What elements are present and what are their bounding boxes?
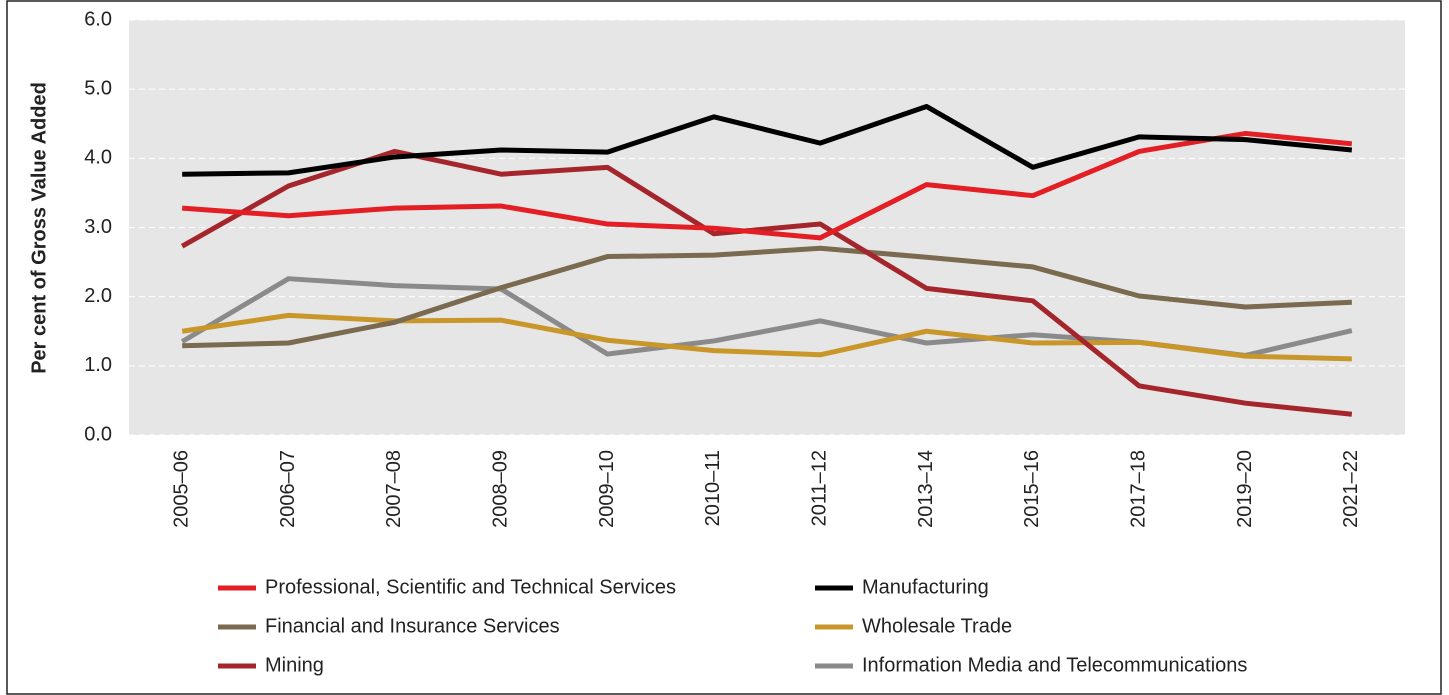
- y-tick-label: 1.0: [84, 354, 112, 376]
- legend-label: Mining: [265, 654, 324, 676]
- legend-label: Professional, Scientific and Technical S…: [265, 576, 676, 598]
- legend-label: Financial and Insurance Services: [265, 615, 560, 637]
- legend-label: Manufacturing: [862, 576, 989, 598]
- series-line: [181, 312, 1352, 362]
- y-tick-label: 4.0: [84, 147, 112, 169]
- x-tick-label: 2006–07: [277, 450, 299, 528]
- x-tick-label: 2021–22: [1340, 450, 1362, 528]
- series-line: [181, 130, 1353, 241]
- x-tick-label: 2013–14: [915, 450, 937, 528]
- y-tick-label: 3.0: [84, 216, 112, 238]
- y-tick-label: 0.0: [84, 423, 112, 445]
- y-tick-label: 2.0: [84, 285, 112, 307]
- y-tick-label: 6.0: [84, 8, 112, 30]
- y-axis-label: Per cent of Gross Value Added: [28, 82, 50, 374]
- x-tick-label: 2007–08: [383, 450, 405, 528]
- x-tick-label: 2008–09: [489, 450, 511, 528]
- x-tick-label: 2011–12: [808, 450, 830, 526]
- x-tick-label: 2009–10: [596, 450, 618, 528]
- x-tick-label: 2017–18: [1127, 450, 1149, 528]
- x-tick-label: 2015–16: [1021, 450, 1043, 528]
- legend-label: Information Media and Telecommunications: [862, 654, 1247, 676]
- y-tick-label: 5.0: [84, 77, 112, 99]
- series-line: [182, 103, 1353, 177]
- series-line: [182, 245, 1352, 349]
- x-tick-label: 2005–06: [170, 450, 192, 528]
- frame: [6, 0, 1442, 695]
- legend-label: Wholesale Trade: [862, 615, 1012, 637]
- x-tick-label: 2019–20: [1234, 450, 1256, 528]
- x-tick-label: 2010–11: [702, 450, 724, 526]
